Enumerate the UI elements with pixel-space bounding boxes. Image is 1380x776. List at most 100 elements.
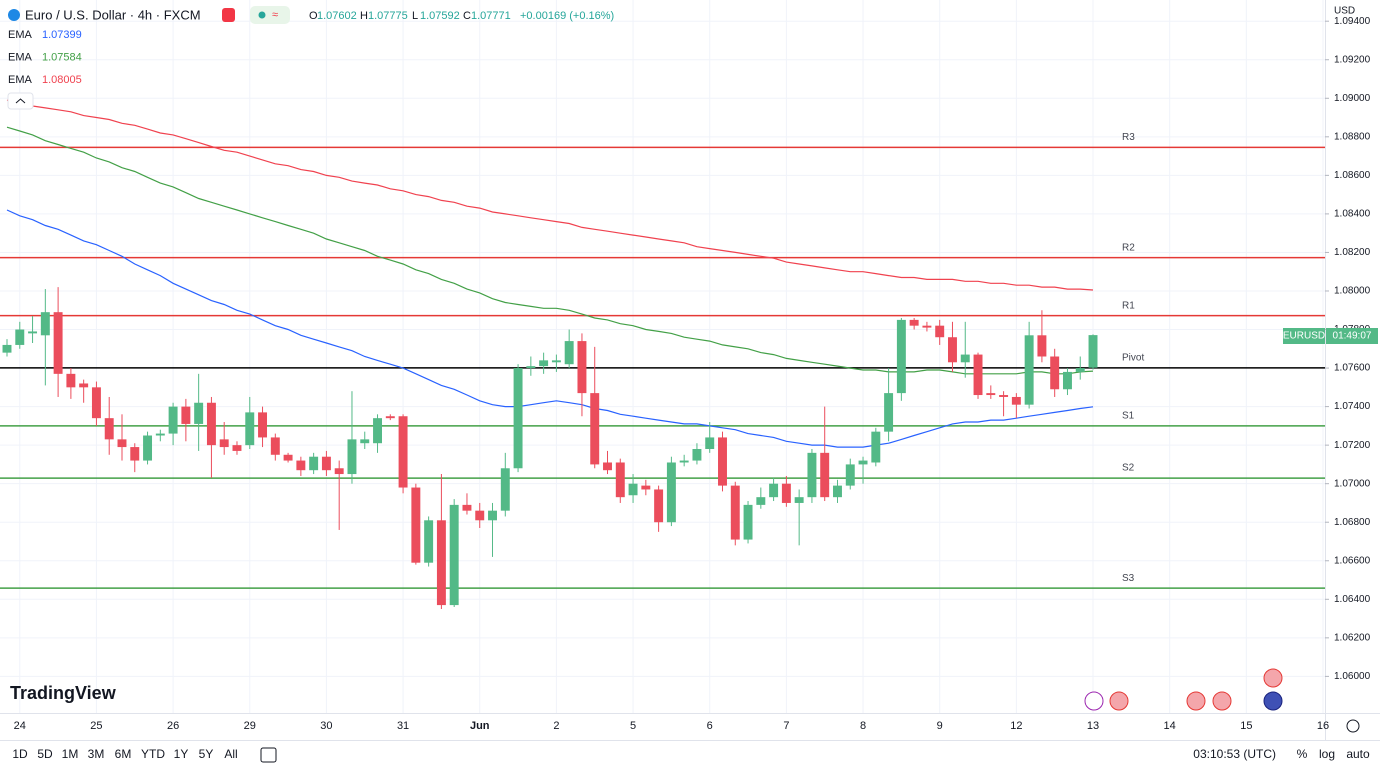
candle-body: [194, 402, 204, 424]
candle-body: [577, 341, 587, 394]
candle-body: [781, 483, 791, 503]
candle-body: [283, 454, 293, 461]
ohlc-legend: O 1.07602 H 1.07775 L 1.07592 C 1.07771 +0.00169…: [309, 10, 614, 22]
range-button[interactable]: 1M: [62, 747, 79, 761]
event-icon[interactable]: [1109, 691, 1129, 711]
scale-option[interactable]: %: [1297, 747, 1308, 761]
calendar-icon[interactable]: [260, 747, 277, 763]
x-tick-label: 6: [707, 720, 713, 732]
x-tick-label: 14: [1164, 720, 1176, 732]
y-tick-label: 1.08400: [1334, 209, 1371, 220]
y-tick-label: 1.08000: [1334, 286, 1371, 297]
countdown-label: 01:49:07: [1333, 331, 1372, 342]
scale-option[interactable]: log: [1319, 747, 1335, 761]
candle-body: [999, 395, 1009, 397]
candle-body: [986, 393, 996, 396]
event-icon[interactable]: [1186, 691, 1206, 711]
x-tick-label: 8: [860, 720, 866, 732]
candle-body: [564, 341, 574, 365]
y-tick-label: 1.06400: [1334, 594, 1371, 605]
ohlc-value: 1.07771: [471, 10, 511, 22]
range-button[interactable]: 5D: [37, 747, 53, 761]
event-icon[interactable]: [1212, 691, 1232, 711]
candle-body: [628, 483, 638, 496]
candle-body: [334, 468, 344, 475]
collapse-button[interactable]: [7, 92, 34, 110]
range-button[interactable]: 5Y: [199, 747, 214, 761]
candle-body: [117, 439, 127, 448]
event-icon[interactable]: [1084, 691, 1104, 711]
candle-body: [143, 435, 153, 461]
candle-body: [360, 439, 370, 444]
range-button[interactable]: 6M: [115, 747, 132, 761]
candle-body: [718, 437, 727, 486]
x-tick-label: 16: [1317, 720, 1329, 732]
candle-body: [270, 437, 280, 455]
level-label: R2: [1122, 242, 1135, 253]
y-tick-label: 1.07600: [1334, 363, 1371, 374]
ohlc-value: 1.07602: [317, 10, 357, 22]
candle-body: [884, 393, 894, 432]
candle-body: [705, 437, 715, 449]
candle-body: [321, 456, 331, 471]
status-pill[interactable]: [250, 6, 290, 24]
level-label: Pivot: [1122, 353, 1144, 364]
candle-body: [488, 510, 497, 521]
range-button[interactable]: All: [224, 747, 237, 761]
candle-body: [168, 406, 178, 434]
candle-body: [960, 354, 970, 363]
y-tick-label: 1.09400: [1334, 16, 1371, 27]
axes: 1.06000 1.06200 1.06400 1.06600 1.06800 1.070…: [14, 16, 1371, 732]
range-button[interactable]: 3M: [88, 747, 105, 761]
range-button[interactable]: YTD: [141, 747, 165, 761]
settings-icon[interactable]: [1346, 719, 1360, 733]
countdown-tag: [1326, 328, 1378, 344]
candle-body: [206, 402, 216, 446]
event-icon[interactable]: [1263, 691, 1283, 711]
candle-body: [1075, 368, 1085, 372]
x-tick-label: 24: [14, 720, 26, 732]
candle-body: [258, 412, 268, 438]
y-tick-label: 1.06200: [1334, 632, 1371, 643]
range-button[interactable]: 1Y: [174, 747, 189, 761]
candle-body: [641, 485, 651, 490]
x-tick-label: Jun: [470, 720, 490, 732]
candle-body: [155, 433, 165, 436]
candle-body: [1024, 335, 1034, 405]
ohlc-key: L: [412, 10, 418, 22]
candle-body: [845, 464, 855, 486]
candle-body: [475, 510, 485, 521]
candle-body: [1011, 396, 1021, 405]
x-tick-label: 26: [167, 720, 179, 732]
ohlc-change: +0.00169 (+0.16%): [520, 10, 614, 22]
candle-body: [66, 373, 76, 388]
candle-body: [436, 520, 446, 606]
symbol-icon: [8, 9, 20, 21]
scale-option[interactable]: auto: [1346, 747, 1370, 761]
range-button[interactable]: 1D: [12, 747, 28, 761]
currency-label[interactable]: USD: [1334, 6, 1355, 17]
candle-body: [2, 344, 12, 353]
ema-legend-name: EMA: [8, 29, 33, 41]
x-tick-label: 2: [553, 720, 559, 732]
ema-legend-value: 1.07399: [42, 29, 82, 41]
event-icon[interactable]: [1263, 668, 1283, 688]
candle-body: [730, 485, 740, 540]
candle-body: [104, 418, 114, 440]
ema-legend-value: 1.08005: [42, 74, 82, 86]
candle-body: [896, 319, 906, 394]
candle-body: [1062, 371, 1072, 390]
candle-body: [500, 468, 510, 511]
x-tick-label: 12: [1010, 720, 1022, 732]
x-tick-label: 15: [1240, 720, 1252, 732]
level-label: S1: [1122, 411, 1135, 422]
candle-body: [615, 462, 625, 498]
candle-body: [692, 448, 702, 461]
y-tick-label: 1.07400: [1334, 401, 1371, 412]
y-tick-label: 1.07200: [1334, 440, 1371, 451]
candle-body: [449, 504, 459, 606]
symbol-tag-label: EURUSD: [1283, 331, 1325, 342]
ema-line: [6, 99, 1094, 291]
candle-body: [973, 354, 983, 396]
candle-body: [935, 325, 945, 338]
